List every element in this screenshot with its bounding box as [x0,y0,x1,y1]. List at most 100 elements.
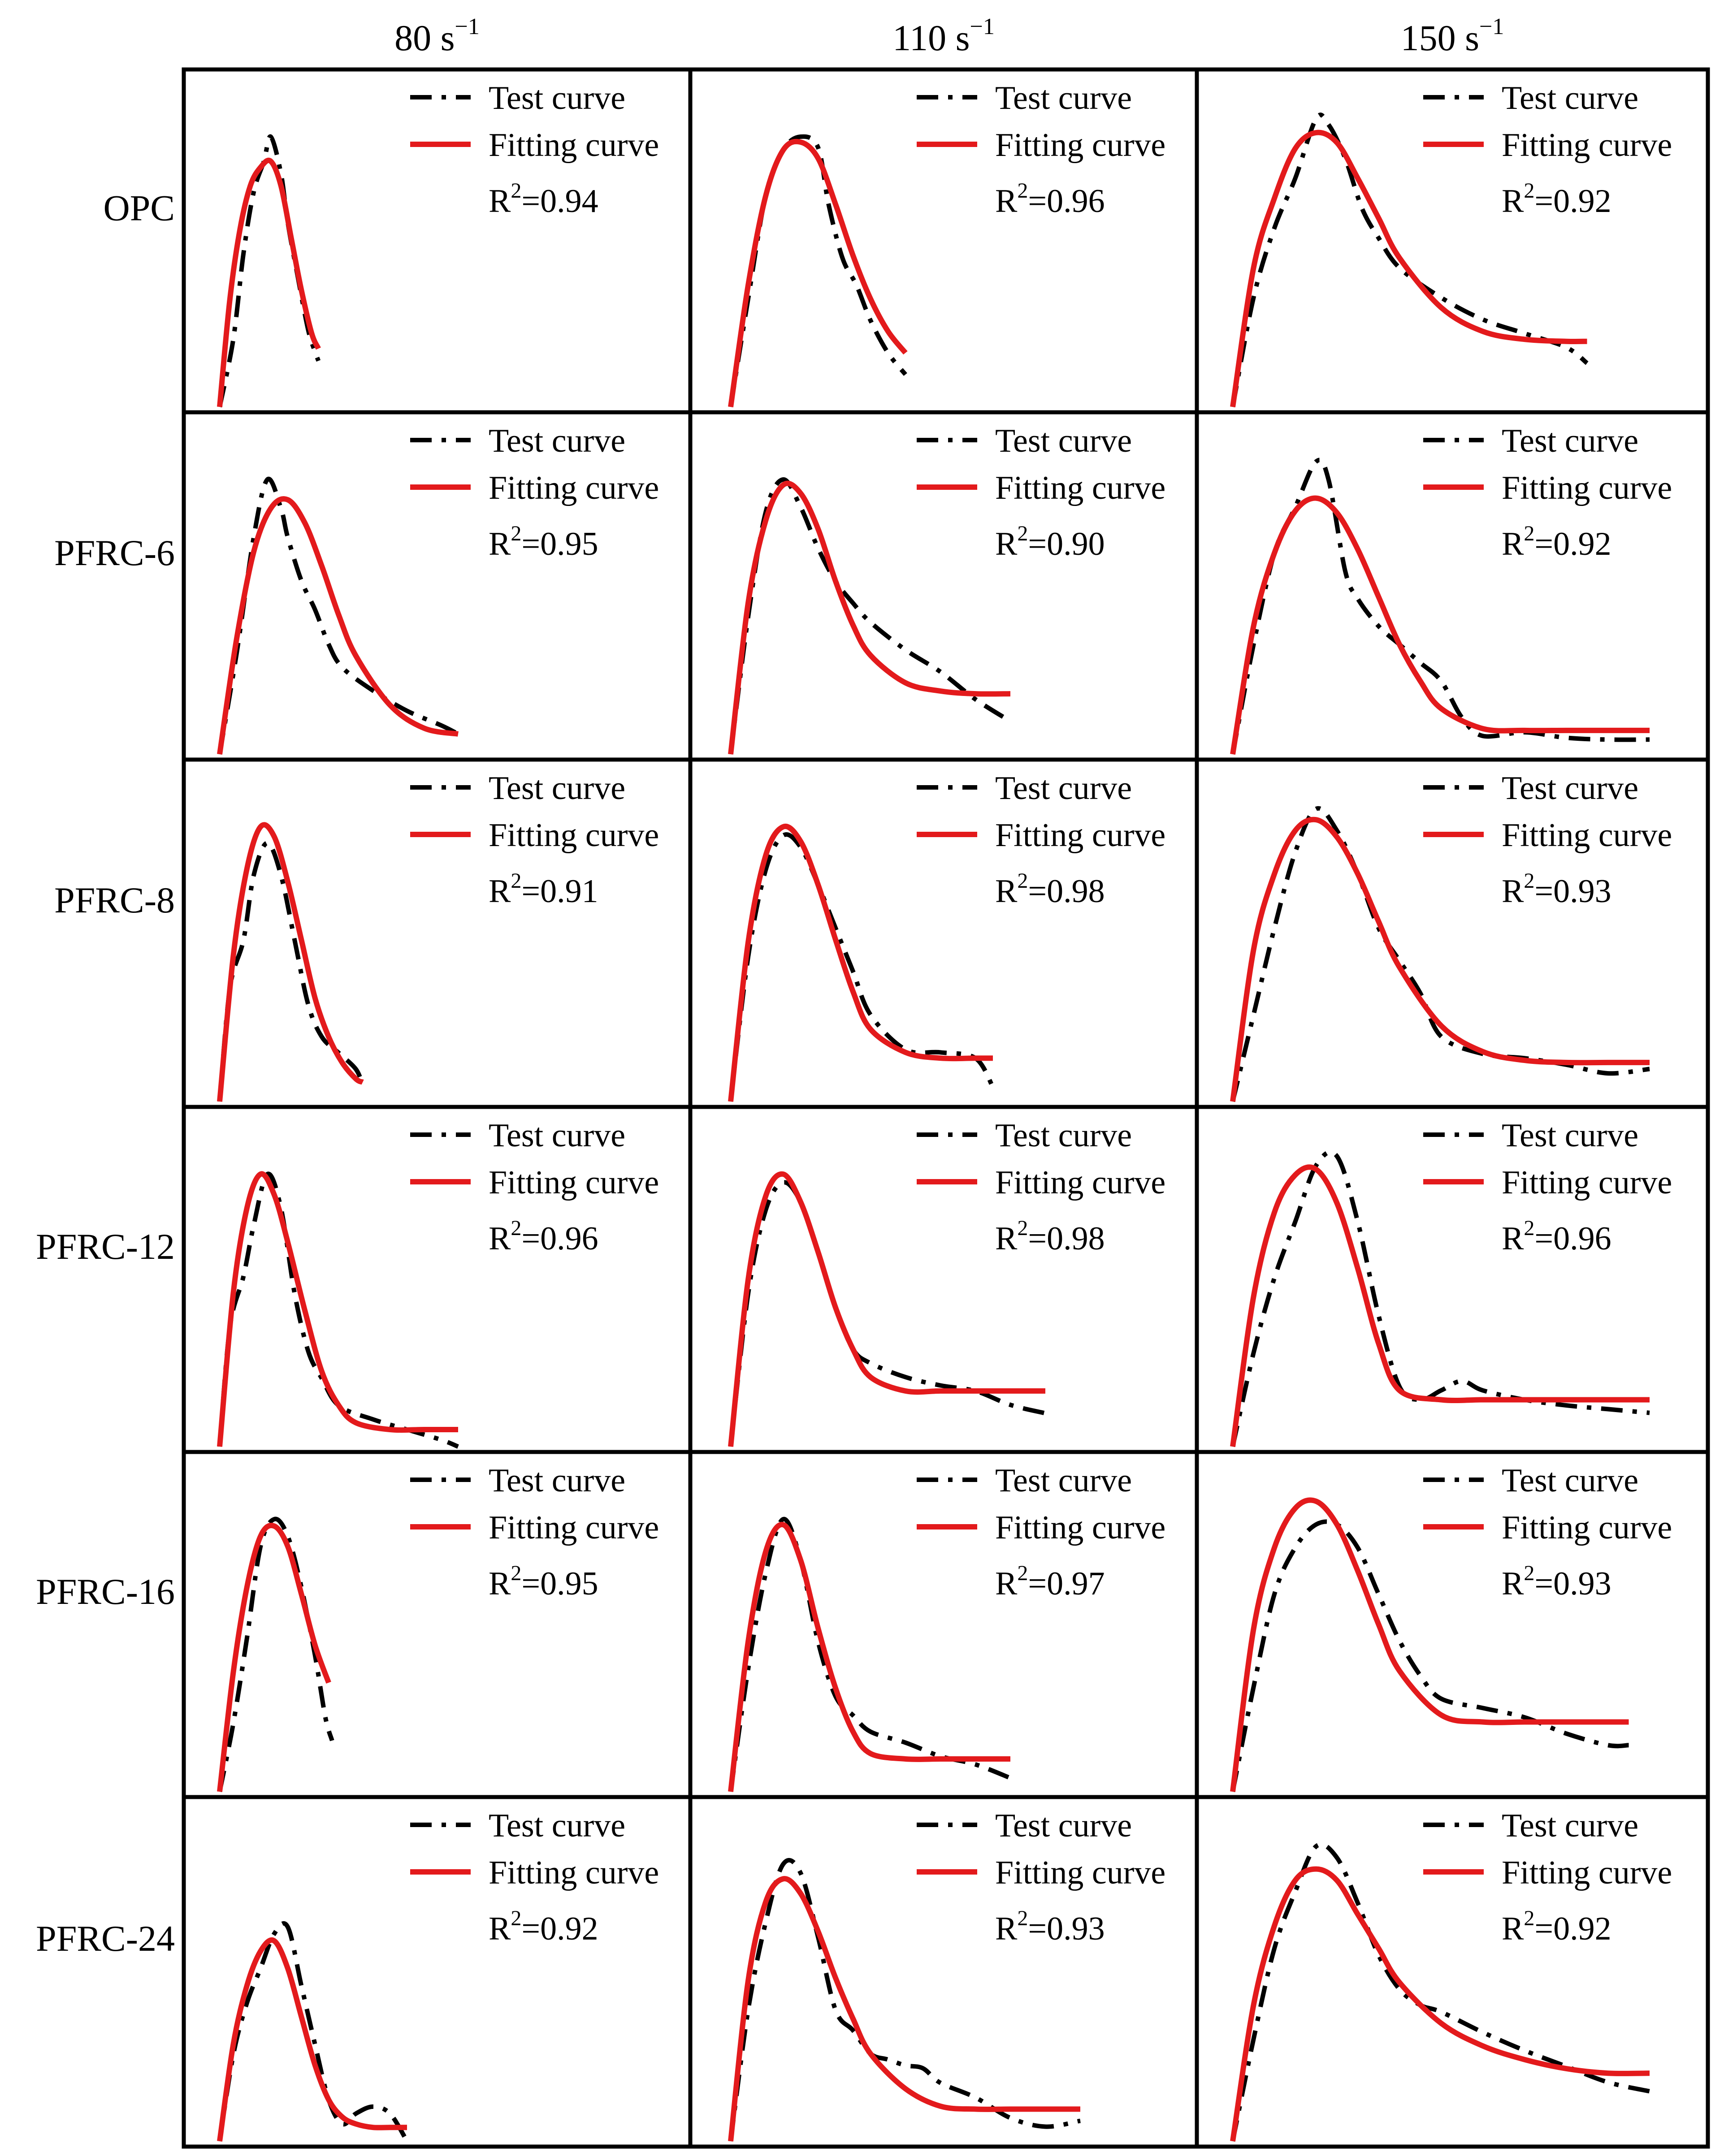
row-heading: PFRC-6 [54,532,175,573]
panel-pfrc-12-1: Test curve Fitting curve R2=0.98 [688,1105,1199,1454]
column-heading: 150 s−1 [1401,14,1504,58]
legend-test-label: Test curve [995,1807,1132,1844]
legend-test-label: Test curve [995,80,1132,117]
column-heading-unit-exponent: −1 [455,14,480,39]
fitting-curve-line [217,1937,407,2142]
panel-opc-1: Test curve Fitting curve R2=0.96 [688,67,1199,415]
test-curve-line [217,1517,334,1792]
panel-frame [182,1450,693,1799]
panel-frame [1195,410,1710,762]
panel-pfrc-16-2: Test curve Fitting curve R2=0.93 [1195,1450,1710,1799]
fitting-curve-line [728,1521,1010,1792]
r-squared-label: R2=0.98 [995,869,1105,910]
legend-test-label: Test curve [1502,423,1638,459]
legend-fit-label: Fitting curve [1502,817,1672,854]
legend-fit-label: Fitting curve [489,1854,659,1891]
row-heading: PFRC-16 [36,1571,175,1612]
r-squared-label: R2=0.92 [1502,1906,1611,1947]
column-heading-rate: 110 s [892,17,970,58]
fitting-curve-line [217,157,321,407]
r-squared-label: R2=0.94 [489,179,598,220]
panel-frame [688,1450,1199,1799]
test-curve-line [728,1180,1046,1447]
r-squared-label: R2=0.96 [1502,1216,1611,1257]
fitting-curve-line [728,824,993,1102]
legend-test-label: Test curve [1502,1117,1638,1154]
column-heading-rate: 150 s [1401,17,1479,58]
legend-fit-label: Fitting curve [995,817,1165,854]
legend-fit-label: Fitting curve [489,817,659,854]
legend-fit-label: Fitting curve [1502,127,1672,164]
legend-test-label: Test curve [489,1807,625,1844]
panel-frame [182,67,693,415]
test-curve-line [728,134,907,407]
r-squared-label: R2=0.92 [489,1906,598,1947]
panel-pfrc-24-1: Test curve Fitting curve R2=0.93 [688,1795,1199,2149]
fitting-curve-line [1230,495,1650,755]
legend-test-label: Test curve [1502,1462,1638,1499]
panel-pfrc-6-0: Test curve Fitting curve R2=0.95 [182,410,693,762]
panel-frame [182,410,693,762]
test-curve-line [217,1921,409,2143]
panel-frame [1195,757,1710,1109]
r-squared-label: R2=0.95 [489,522,598,562]
panel-frame [182,757,693,1109]
panel-frame [688,67,1199,415]
fitting-curve-line [1230,1866,1650,2142]
legend-test-label: Test curve [1502,80,1638,117]
r-squared-label: R2=0.95 [489,1561,598,1602]
legend-fit-label: Fitting curve [489,1509,659,1546]
panel-pfrc-8-0: Test curve Fitting curve R2=0.91 [182,757,693,1109]
legend-test-label: Test curve [995,1462,1132,1499]
legend-test-label: Test curve [995,1117,1132,1154]
fitting-curve-line [1230,1497,1629,1792]
panel-opc-0: Test curve Fitting curve R2=0.94 [182,67,693,415]
fitting-curve-line [1230,130,1587,407]
r-squared-label: R2=0.92 [1502,522,1611,562]
panel-frame [1195,67,1710,415]
fitting-curve-line [217,822,364,1102]
panel-frame [688,1105,1199,1454]
r-squared-label: R2=0.90 [995,522,1105,562]
r-squared-label: R2=0.98 [995,1216,1105,1257]
legend-fit-label: Fitting curve [489,470,659,506]
panel-frame [1195,1450,1710,1799]
legend-fit-label: Fitting curve [489,1164,659,1201]
panel-pfrc-12-2: Test curve Fitting curve R2=0.96 [1195,1105,1710,1454]
column-heading: 80 s−1 [394,14,480,58]
legend-fit-label: Fitting curve [995,1164,1165,1201]
panel-frame [688,410,1199,762]
row-heading: PFRC-8 [54,880,175,920]
legend-fit-label: Fitting curve [995,1854,1165,1891]
legend-test-label: Test curve [1502,770,1638,807]
row-heading: PFRC-12 [36,1226,175,1267]
panel-frame [182,1105,693,1454]
legend-test-label: Test curve [489,1117,625,1154]
panel-frame [1195,1795,1710,2149]
row-heading: PFRC-24 [36,1918,175,1959]
test-curve-line [728,1858,1081,2142]
fitting-curve-line [728,138,908,407]
legend-fit-label: Fitting curve [1502,1164,1672,1201]
legend-fit-label: Fitting curve [995,127,1165,164]
test-curve-line [217,841,365,1102]
panel-pfrc-12-0: Test curve Fitting curve R2=0.96 [182,1105,693,1454]
column-heading-unit-exponent: −1 [970,14,995,39]
panel-frame [688,1795,1199,2149]
panel-pfrc-8-2: Test curve Fitting curve R2=0.93 [1195,757,1710,1109]
test-curve-line [1230,112,1589,407]
legend-fit-label: Fitting curve [995,470,1165,506]
test-curve-line [1230,1519,1629,1792]
legend-fit-label: Fitting curve [995,1509,1165,1546]
legend-test-label: Test curve [995,423,1132,459]
panel-pfrc-16-0: Test curve Fitting curve R2=0.95 [182,1450,693,1799]
legend-test-label: Test curve [1502,1807,1638,1844]
test-curve-line [728,832,995,1102]
r-squared-label: R2=0.93 [995,1906,1105,1947]
fitting-curve-line [728,480,1011,755]
legend-test-label: Test curve [489,1462,625,1499]
legend-fit-label: Fitting curve [489,127,659,164]
legend-fit-label: Fitting curve [1502,470,1672,506]
column-heading-rate: 80 s [394,17,455,58]
